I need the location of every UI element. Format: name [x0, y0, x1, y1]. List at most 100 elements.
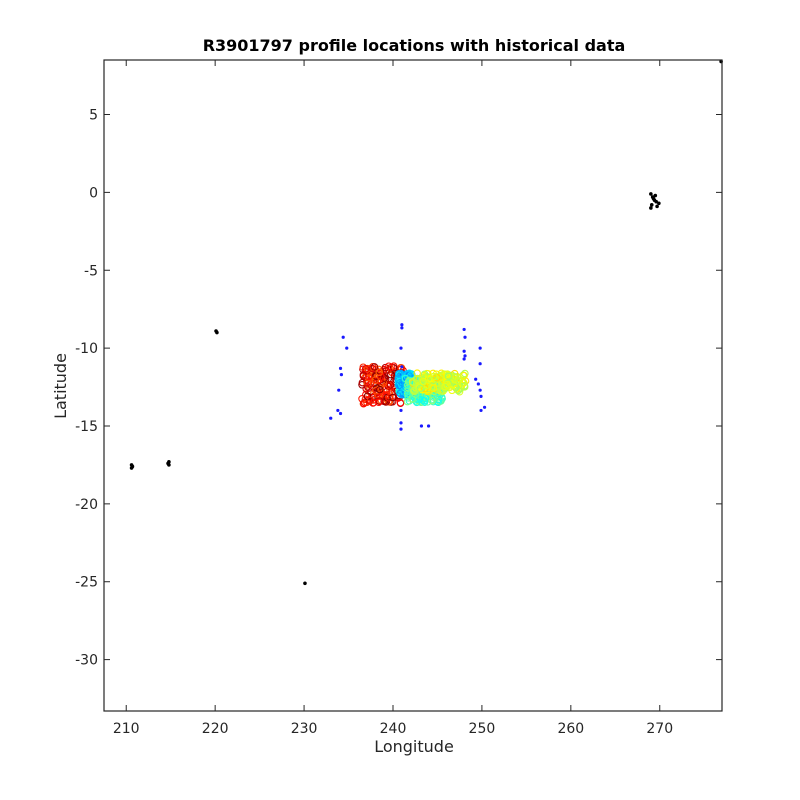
historical-point — [400, 365, 404, 369]
plot-area — [129, 59, 723, 586]
profile-point — [404, 377, 413, 386]
profile-point — [430, 372, 438, 381]
historical-point — [336, 408, 340, 413]
profile-point — [362, 385, 370, 393]
historical-point — [479, 394, 483, 399]
land-point — [654, 199, 658, 204]
profile-point — [409, 378, 417, 386]
historical-point — [400, 326, 404, 330]
profile-point — [440, 370, 448, 378]
axes: 210 220 230 240 250 260 270 5 0 -5 -10 -15 -20 -25 -30 — [75, 59, 723, 737]
profile-cluster — [358, 362, 407, 408]
historical-point — [419, 424, 424, 428]
historical-point — [399, 346, 403, 350]
profile-point — [443, 380, 451, 389]
historical-point — [399, 421, 403, 425]
y-tick-label: -20 — [75, 497, 98, 513]
profile-point — [375, 397, 384, 405]
profile-point — [394, 370, 403, 378]
profile-point — [436, 397, 444, 406]
x-tick-label: 240 — [380, 721, 407, 737]
historical-point — [462, 327, 466, 332]
land-point — [651, 196, 656, 201]
historical-point — [400, 323, 404, 327]
y-tick-label: -10 — [75, 341, 98, 357]
profile-point — [413, 395, 421, 404]
y-tick-label: -5 — [84, 263, 98, 279]
land-point — [653, 193, 658, 198]
axes-box — [103, 59, 723, 712]
profile-point — [385, 398, 394, 406]
profile-point — [429, 384, 438, 392]
historical-point — [337, 388, 341, 392]
y-axis-label: Latitude — [51, 353, 70, 419]
x-axis-label: Longitude — [374, 737, 454, 756]
historical-point — [482, 405, 487, 409]
profile-point — [420, 397, 428, 405]
profile-point — [362, 390, 370, 399]
land-point — [130, 464, 135, 469]
historical-point — [338, 411, 343, 416]
historical-point — [345, 346, 349, 350]
land-point — [303, 581, 307, 586]
x-tick-label: 210 — [113, 721, 140, 737]
profile-point — [371, 376, 380, 384]
profile-point — [376, 385, 384, 394]
profile-point — [418, 396, 427, 404]
profile-point — [366, 396, 375, 405]
historical-point — [463, 354, 467, 358]
historical-point — [341, 335, 345, 339]
y-tick-label: 0 — [89, 185, 98, 201]
profile-point — [410, 386, 419, 394]
land-point — [655, 204, 659, 209]
profile-point — [413, 369, 421, 377]
profile-point — [370, 363, 379, 371]
historical-point — [426, 424, 431, 428]
profile-point — [371, 386, 380, 395]
land-point — [649, 206, 653, 210]
profile-point — [389, 393, 397, 402]
profile-point — [396, 399, 405, 407]
profile-point — [375, 368, 384, 376]
profile-point — [413, 374, 421, 383]
chart-title: R3901797 profile locations with historic… — [203, 36, 626, 55]
profile-point — [394, 375, 403, 384]
profile-point — [377, 373, 385, 381]
historical-point — [479, 408, 483, 413]
profile-point — [423, 381, 432, 389]
profile-point — [380, 374, 389, 382]
x-tick-label: 270 — [646, 721, 673, 737]
historical-point — [462, 349, 466, 353]
y-tick-label: -25 — [75, 575, 98, 591]
historical-point — [399, 408, 403, 413]
profile-point — [409, 387, 418, 395]
profile-point — [438, 382, 447, 391]
profile-point — [454, 386, 462, 395]
historical-point — [478, 362, 482, 366]
land-point — [657, 201, 661, 206]
historical-point — [462, 357, 466, 361]
historical-point — [338, 366, 343, 370]
profile-point — [386, 381, 395, 389]
profile-point — [358, 378, 367, 387]
profile-point — [420, 373, 429, 382]
historical-point — [478, 346, 482, 350]
profile-point — [460, 383, 469, 391]
y-tick-label: 5 — [89, 108, 98, 124]
profile-point — [375, 398, 383, 406]
x-tick-label: 260 — [557, 721, 584, 737]
land-point — [649, 192, 653, 196]
land-point — [166, 461, 170, 466]
y-tick-label: -15 — [75, 419, 98, 435]
profile-cluster — [408, 369, 470, 396]
historical-point — [463, 335, 467, 339]
profile-point — [416, 384, 424, 393]
profile-point — [387, 363, 396, 372]
x-tick-label: 220 — [202, 721, 229, 737]
historical-point — [399, 427, 403, 431]
historical-point — [476, 382, 480, 386]
historical-point — [329, 416, 333, 420]
historical-point — [474, 377, 478, 381]
profile-point — [441, 382, 449, 391]
